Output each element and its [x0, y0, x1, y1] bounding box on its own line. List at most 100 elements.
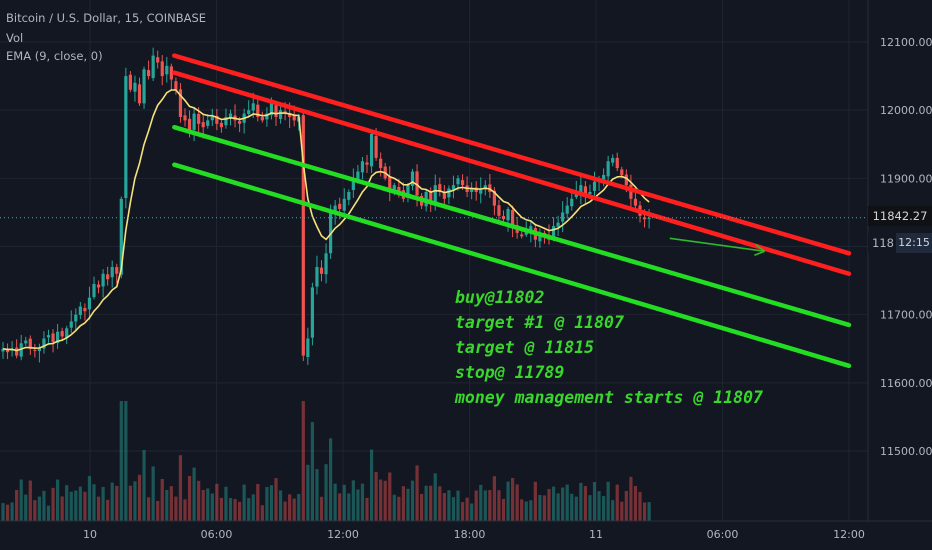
- candle-body: [101, 273, 105, 287]
- candle-body: [460, 180, 465, 186]
- volume-bar: [124, 401, 128, 521]
- candle-body: [365, 162, 369, 165]
- candle-body: [251, 103, 255, 111]
- candle-body: [306, 338, 310, 357]
- volume-bar: [192, 467, 196, 521]
- candle-body: [56, 331, 60, 344]
- volume-bar: [283, 501, 287, 521]
- candle-body: [611, 157, 615, 163]
- candle-body: [278, 110, 283, 119]
- volume-bar: [597, 491, 601, 521]
- volume-bar: [638, 491, 642, 521]
- price-tick-label: 11600.00: [880, 377, 932, 390]
- candle-body: [206, 120, 210, 126]
- trendlines[interactable]: [172, 53, 852, 369]
- volume-bar: [160, 478, 164, 521]
- candle-body: [556, 222, 560, 227]
- candle-body: [137, 84, 142, 104]
- candle-body: [1, 348, 5, 352]
- candle-body: [201, 122, 205, 128]
- volume-bar: [228, 498, 233, 521]
- resistance-upper-line[interactable]: [172, 53, 852, 256]
- time-axis[interactable]: 10 06:00 12:00 18:00 11 06:00 12:00: [83, 528, 865, 541]
- volume-bar: [551, 486, 556, 521]
- volume-bar: [388, 472, 392, 521]
- candle-body: [342, 198, 346, 211]
- candle-body: [369, 134, 374, 167]
- volume-bar: [56, 479, 60, 521]
- volume-bar: [456, 490, 460, 521]
- volume-bar: [151, 466, 155, 521]
- volume-bar: [338, 493, 342, 521]
- candle-body: [142, 69, 146, 104]
- candle-body: [238, 120, 242, 124]
- volume-bar: [511, 478, 515, 521]
- candle-body: [410, 171, 415, 186]
- annotation-target-1: target #1 @ 11807: [455, 313, 624, 332]
- volume-bar: [356, 489, 360, 521]
- volume-bar: [206, 488, 210, 521]
- volume-bar: [5, 504, 10, 521]
- volume-bar: [360, 483, 365, 521]
- volume-bar: [442, 492, 446, 521]
- volume-bar: [324, 464, 328, 521]
- candle-body: [561, 212, 565, 222]
- volume-bar: [602, 496, 606, 521]
- candle-body: [633, 198, 638, 206]
- candle-body: [60, 331, 64, 337]
- volume-bar: [224, 486, 228, 521]
- time-tick-label: 06:00: [707, 528, 739, 541]
- target-arrow[interactable]: [669, 237, 766, 256]
- volume-bar: [470, 503, 474, 521]
- candle-body: [620, 169, 624, 175]
- candle-body: [451, 185, 456, 190]
- volume-bar: [351, 480, 355, 521]
- volume-bar: [479, 484, 483, 521]
- candle-body: [592, 181, 597, 191]
- volume-bar: [542, 495, 547, 521]
- volume-bar: [133, 481, 137, 521]
- volume-bar: [37, 496, 41, 521]
- volume-bar: [251, 494, 255, 521]
- volume-bar: [333, 483, 337, 521]
- volume-bar: [369, 449, 374, 521]
- candle-body: [333, 205, 337, 214]
- candle-body: [15, 347, 19, 356]
- candle-body: [310, 287, 314, 338]
- price-tick-label: 11700.00: [880, 309, 932, 322]
- volume-bar: [96, 496, 101, 521]
- candle-body: [42, 338, 46, 349]
- volume-bar: [238, 501, 242, 521]
- candle-body: [65, 328, 69, 339]
- candle-body: [215, 115, 219, 124]
- support-lower-line[interactable]: [172, 162, 852, 369]
- volume-bar: [433, 473, 437, 521]
- candle-body: [583, 186, 587, 196]
- volume-bar: [288, 494, 292, 521]
- candle-body: [156, 57, 160, 63]
- volume-bar: [42, 490, 46, 521]
- volume-bar: [197, 480, 201, 521]
- candle-body: [447, 188, 451, 198]
- volume-bar: [65, 485, 69, 521]
- candle-body: [69, 321, 73, 328]
- volume-bar: [274, 478, 278, 521]
- support-upper-line[interactable]: [172, 124, 852, 328]
- volume-bar: [74, 490, 78, 521]
- candle-body: [606, 161, 610, 177]
- candle-body: [497, 205, 501, 216]
- countdown-badge: 12:15: [896, 233, 932, 253]
- candle-body: [147, 70, 151, 77]
- candle-body: [565, 205, 569, 214]
- annotation-stop: stop@ 11789: [455, 363, 565, 382]
- candle-body: [106, 274, 110, 280]
- volume-bar: [529, 500, 533, 521]
- candle-body: [292, 115, 296, 121]
- volume-bar: [210, 493, 214, 521]
- volume-bar: [119, 401, 123, 521]
- candle-body: [315, 266, 319, 287]
- resistance-lower-line[interactable]: [172, 70, 852, 277]
- candle-body: [492, 190, 496, 206]
